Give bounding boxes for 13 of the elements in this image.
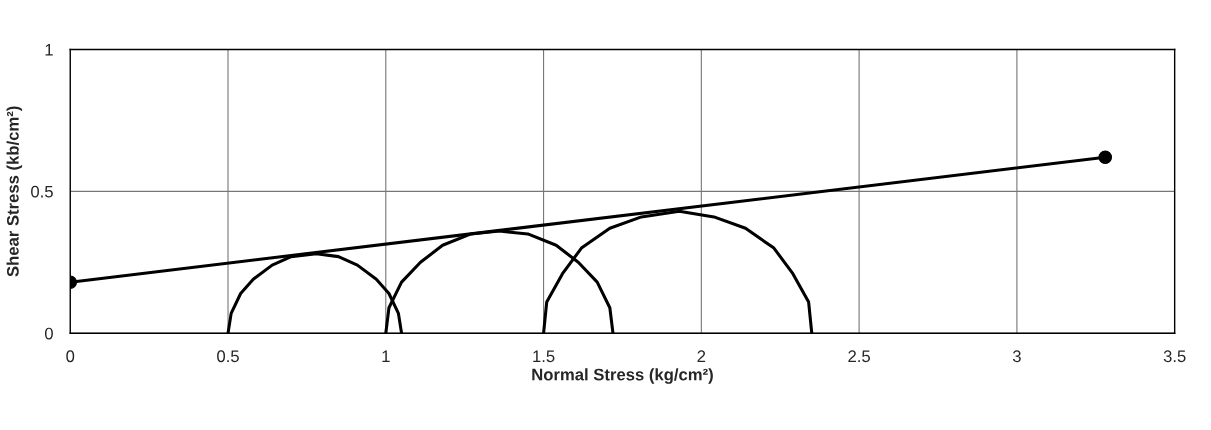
x-tick-label: 0.5	[217, 350, 239, 363]
y-tick-label: 1	[45, 44, 53, 56]
x-tick-label: 2.5	[848, 350, 870, 363]
x-tick-label: 3	[1012, 350, 1021, 363]
x-tick-label: 1	[382, 350, 390, 362]
x-axis-title: Normal Stress (kg/cm²)	[532, 368, 713, 384]
x-tick-label: 0	[66, 350, 75, 363]
x-tick-label: 3.5	[1163, 350, 1186, 363]
x-tick-label: 1.5	[533, 350, 555, 363]
y-tick-label: 0.5	[31, 185, 53, 198]
y-tick-label: 0	[44, 327, 53, 340]
y-axis-title: Shear Stress (kb/cm²)	[6, 106, 23, 277]
x-tick-label: 2	[697, 350, 706, 362]
